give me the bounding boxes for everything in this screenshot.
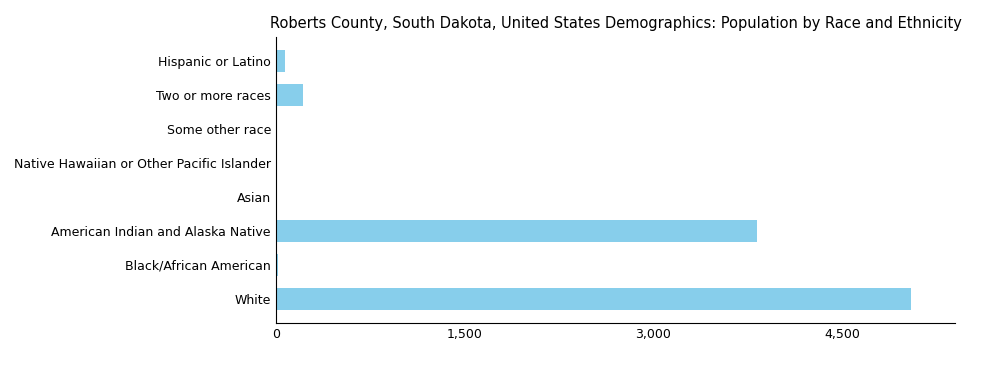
Bar <box>276 254 278 276</box>
Bar <box>276 288 911 310</box>
Bar <box>276 186 277 208</box>
Bar <box>276 50 286 72</box>
Bar <box>276 118 277 140</box>
Bar <box>276 84 302 106</box>
Title: Roberts County, South Dakota, United States Demographics: Population by Race and: Roberts County, South Dakota, United Sta… <box>270 17 961 31</box>
Bar <box>276 220 756 242</box>
Bar <box>276 152 277 174</box>
